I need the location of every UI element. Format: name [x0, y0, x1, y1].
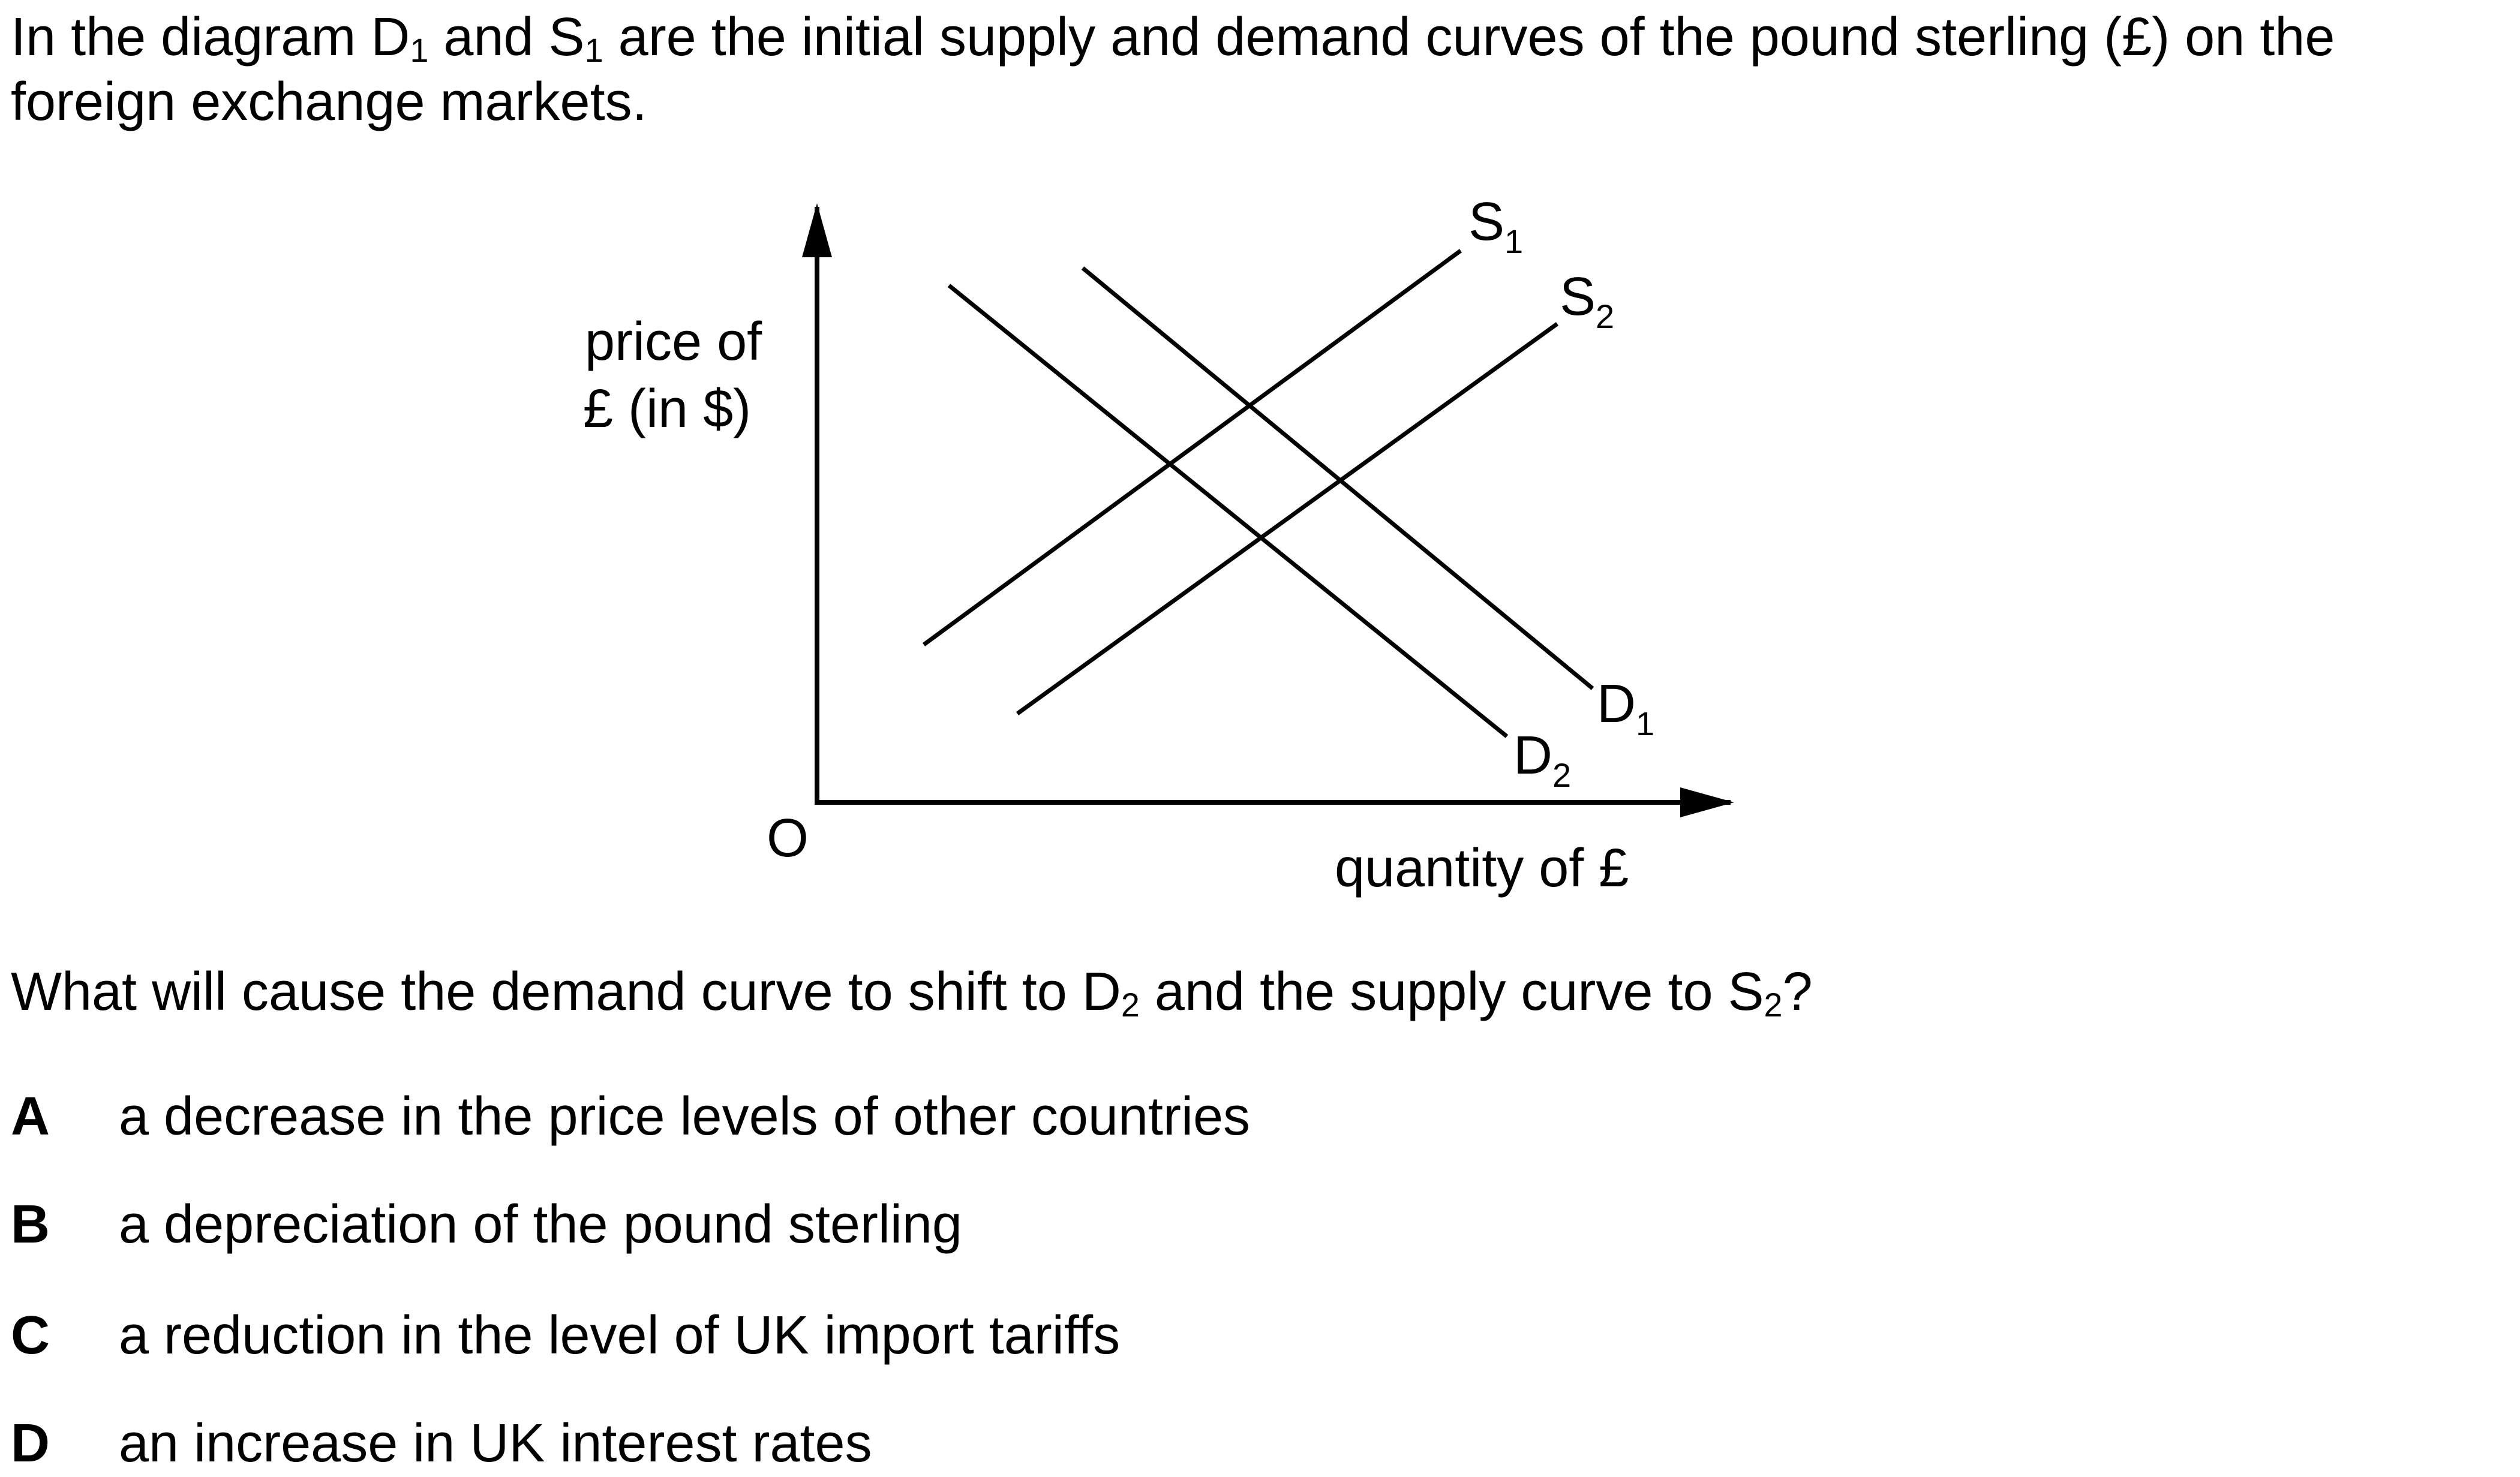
label-d2: D2: [1513, 726, 1571, 794]
option-c-letter: C: [11, 1305, 50, 1365]
question-part2: and the supply curve to S: [1139, 962, 1764, 1022]
demand-curve-d1: [1081, 266, 1594, 690]
demand-curve-d2: [947, 284, 1509, 738]
intro-sub2: 1: [584, 31, 603, 70]
question-text: What will cause the demand curve to shif…: [11, 959, 2500, 1024]
option-b-letter: B: [11, 1195, 50, 1255]
y-axis-label-line2: £ (in $): [583, 379, 751, 439]
x-axis-label: quantity of £: [1335, 838, 1629, 898]
option-b-text: a depreciation of the pound sterling: [119, 1195, 962, 1255]
supply-curve-s1: [922, 249, 1462, 646]
intro-text: In the diagram D1 and S1 are the initial…: [11, 5, 2500, 134]
intro-sub1: 1: [410, 31, 429, 70]
origin-label: O: [767, 808, 809, 868]
option-a-text: a decrease in the price levels of other …: [119, 1087, 1251, 1147]
supply-curve-s2: [1016, 322, 1559, 715]
option-a-letter: A: [11, 1087, 50, 1147]
option-c-text: a reduction in the level of UK import ta…: [119, 1305, 1121, 1365]
option-d-text: an increase in UK interest rates: [119, 1413, 872, 1473]
y-axis-label-line1: price of: [585, 312, 762, 372]
label-d1: D1: [1597, 674, 1654, 742]
label-s2: S2: [1560, 267, 1614, 335]
question-sub2: 2: [1764, 986, 1783, 1024]
question-part3: ?: [1782, 962, 1813, 1022]
intro-part3: are the initial supply and demand curves…: [11, 7, 2335, 132]
intro-part2: and S: [428, 7, 585, 67]
option-d-letter: D: [11, 1413, 50, 1473]
intro-part1: In the diagram D: [11, 7, 410, 67]
label-s1: S1: [1468, 192, 1523, 260]
question-sub1: 2: [1121, 986, 1140, 1024]
question-part1: What will cause the demand curve to shif…: [11, 962, 1121, 1022]
